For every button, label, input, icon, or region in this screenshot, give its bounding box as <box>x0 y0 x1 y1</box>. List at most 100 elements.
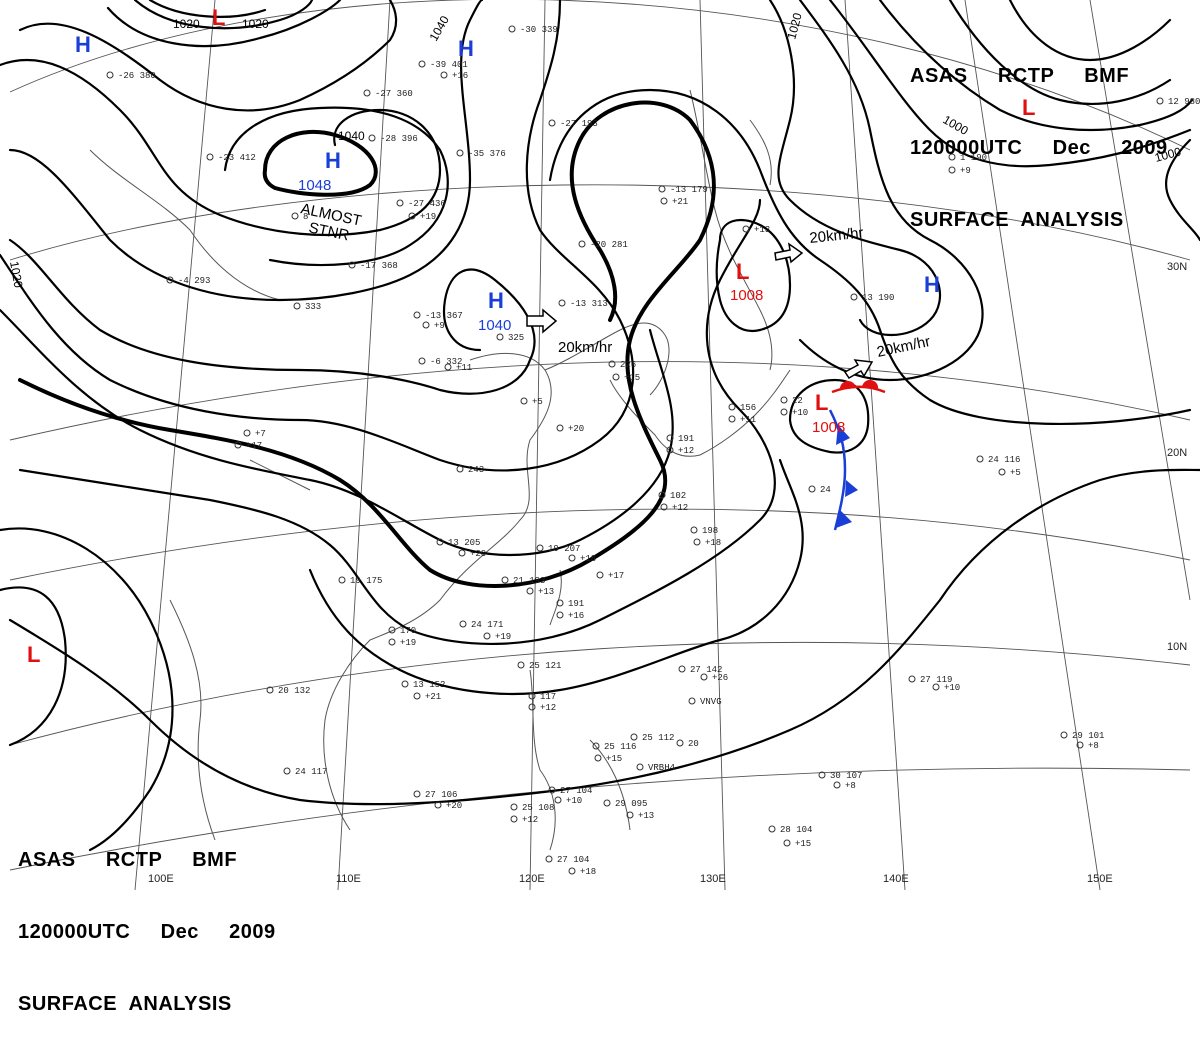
longitude-label: 100E <box>148 873 174 885</box>
station-plot-value: +13 <box>538 587 554 597</box>
station-symbol <box>678 665 686 673</box>
station-plot-value: +11 <box>456 363 472 373</box>
station-plot-value: 13 152 <box>413 680 445 690</box>
station-plot-value: +12 <box>672 503 688 513</box>
station-symbol <box>434 801 442 809</box>
longitude-label: 130E <box>700 873 726 885</box>
station-plot-value: -17 368 <box>360 261 398 271</box>
isobar-label: 1020 <box>784 11 805 41</box>
station-plot-value: +19 <box>420 212 436 222</box>
station-plot-value: -26 380 <box>118 71 156 81</box>
station-symbol <box>166 276 174 284</box>
low-center-symbol: L <box>1022 95 1035 120</box>
isobar-label: 1020 <box>242 17 269 31</box>
low-center-value: 1008 <box>730 287 763 304</box>
latitude-label: 10N <box>1167 641 1187 653</box>
frontal-system <box>828 379 886 531</box>
station-plot-value: +18 <box>580 867 596 877</box>
station-symbol <box>458 549 466 557</box>
station-symbol <box>780 396 788 404</box>
high-center-symbol: H <box>75 32 91 57</box>
high-center-symbol: H <box>325 148 341 173</box>
header-time-line: 120000UTC Dec 2009 <box>910 137 1168 159</box>
chart-header-top: ASAS RCTP BMF 120000UTC Dec 2009 SURFACE… <box>910 16 1168 256</box>
isobar-label: 1020 <box>7 260 25 289</box>
station-plot-value: +16 <box>568 611 584 621</box>
station-plot-value: +7 <box>255 429 266 439</box>
graticule <box>9 0 1191 891</box>
station-symbol <box>348 261 356 269</box>
station-plot-value: -20 281 <box>590 240 628 250</box>
high-center-symbol: H <box>458 36 474 61</box>
station-plot-value: 13 205 <box>448 538 480 548</box>
station-plot-value: 19 175 <box>350 576 382 586</box>
station-symbol <box>768 825 776 833</box>
station-symbol <box>545 855 553 863</box>
station-symbol <box>630 733 638 741</box>
station-plot-value: 24 171 <box>471 620 503 630</box>
station-plot-value: +21 <box>425 692 441 702</box>
station-symbol <box>291 212 299 220</box>
station-plot-value: -13 313 <box>570 299 608 309</box>
station-plot-value: -28 396 <box>380 134 418 144</box>
station-symbol <box>444 363 452 371</box>
station-symbol <box>418 357 426 365</box>
isobar-label: 1040 <box>338 129 365 143</box>
station-plot-value: 191 <box>568 599 584 609</box>
station-plot-value: +12 <box>540 703 556 713</box>
station-symbol <box>234 441 242 449</box>
station-plot-value: -30 339 <box>520 25 558 35</box>
station-plot-value: +8 <box>1088 741 1099 751</box>
latitude-label: 20N <box>1167 447 1187 459</box>
isobar-label: 1020 <box>173 17 200 31</box>
station-symbol <box>526 587 534 595</box>
station-plot-value: 25 112 <box>642 733 674 743</box>
station-symbol <box>510 803 518 811</box>
station-symbol <box>948 166 956 174</box>
station-plot-value: 325 <box>508 333 524 343</box>
station-symbol <box>483 632 491 640</box>
station-symbol <box>666 434 674 442</box>
station-plot-value: 25 121 <box>529 661 561 671</box>
station-symbol <box>363 89 371 97</box>
station-plots: -26 380 -27 360 -28 396 -23 412 -35 376 -27 1… <box>106 25 1200 877</box>
station-plot-value: 243 <box>468 465 484 475</box>
station-plot-value: +15 <box>795 839 811 849</box>
station-symbol <box>808 485 816 493</box>
station-plot-value: 21 193 <box>513 576 545 586</box>
warm-front-marker <box>839 380 856 390</box>
high-center-value: 1048 <box>298 177 331 194</box>
station-symbol <box>243 429 251 437</box>
weather-map: H 1048 H 1040 H H H L 1008 L 1008 L L L … <box>0 0 1200 891</box>
warm-front-marker <box>862 379 879 389</box>
chart-header-bottom: ASAS RCTP BMF 120000UTC Dec 2009 SURFACE… <box>18 800 276 1040</box>
motion-speed-label: 20km/hr <box>809 224 865 247</box>
station-symbol <box>976 455 984 463</box>
station-symbol <box>520 397 528 405</box>
station-plot-value: 27 142 <box>690 665 722 675</box>
station-symbol <box>1076 741 1084 749</box>
low-center-symbol: L <box>212 5 225 30</box>
station-symbol <box>998 468 1006 476</box>
station-plot-value: -13 179 <box>670 185 708 195</box>
isobars <box>0 0 1200 852</box>
high-center-symbol: H <box>924 272 940 297</box>
station-symbol <box>459 620 467 628</box>
header-title-line: SURFACE ANALYSIS <box>910 209 1124 231</box>
station-symbol <box>401 680 409 688</box>
station-plot-value: 156 <box>740 403 756 413</box>
station-plot-value: 30 107 <box>830 771 862 781</box>
station-plot-value: 117 <box>540 692 556 702</box>
motion-arrows <box>526 242 874 380</box>
station-symbol <box>558 299 566 307</box>
station-plot-value: VRBH4 <box>648 763 675 773</box>
station-symbol <box>266 686 274 694</box>
station-symbol <box>556 599 564 607</box>
station-plot-value: -4 293 <box>178 276 210 286</box>
station-plot-value: 24 116 <box>988 455 1020 465</box>
station-plot-value: 13 190 <box>862 293 894 303</box>
station-symbol <box>106 71 114 79</box>
station-symbol <box>578 240 586 248</box>
station-symbol <box>408 212 416 220</box>
station-plot-value: +15 <box>624 373 640 383</box>
